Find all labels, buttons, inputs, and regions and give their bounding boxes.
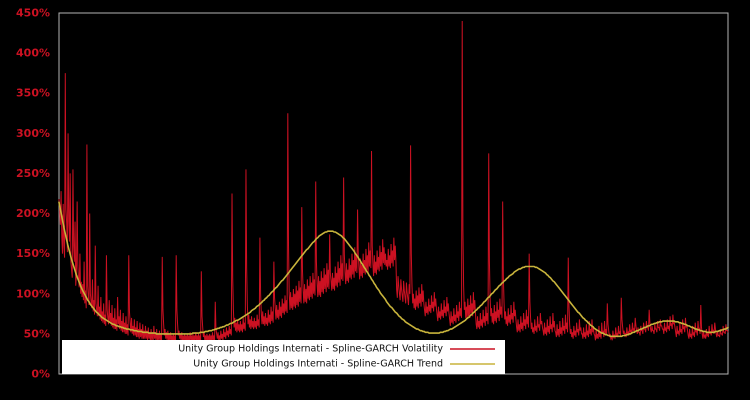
y-axis-tick-label: 150%	[16, 247, 50, 260]
legend-entry-label: Unity Group Holdings Internati - Spline-…	[193, 359, 443, 370]
y-axis-tick-label: 100%	[16, 287, 50, 300]
y-axis-tick-label: 50%	[24, 327, 50, 340]
y-axis-tick-label: 250%	[16, 167, 50, 180]
y-axis-tick-labels: 0% 50% 100% 150% 200% 250% 300% 350% 400% 450%	[16, 7, 50, 381]
legend-entry-label: Unity Group Holdings Internati - Spline-…	[178, 344, 443, 355]
y-axis-tick-label: 350%	[16, 87, 50, 100]
legend-background	[62, 340, 505, 374]
y-axis-tick-label: 300%	[16, 127, 50, 140]
y-axis-tick-label: 200%	[16, 207, 50, 220]
series-line-trend	[58, 201, 729, 338]
y-axis-tick-label: 450%	[16, 7, 50, 20]
y-axis-tick-label: 400%	[16, 47, 50, 60]
chart-series-group	[58, 21, 729, 342]
chart-legend[interactable]: Unity Group Holdings Internati - Spline-…	[62, 340, 505, 374]
y-axis-tick-label: 0%	[31, 368, 50, 381]
